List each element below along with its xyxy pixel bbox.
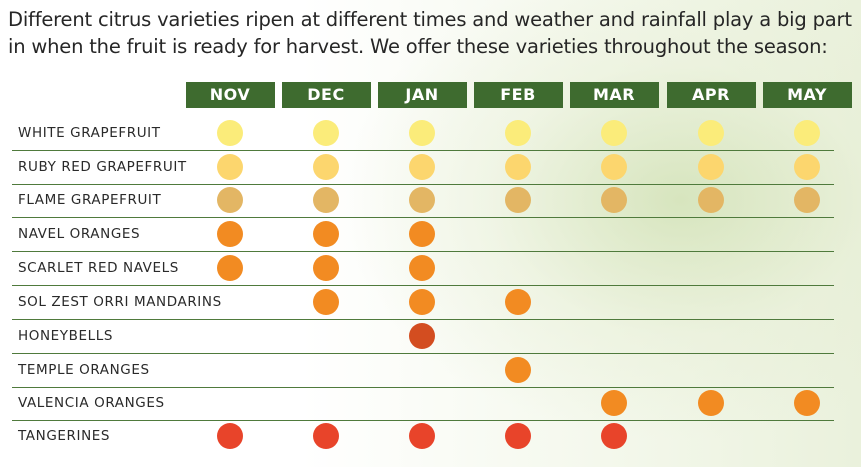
row-divider bbox=[12, 420, 834, 421]
availability-dot bbox=[217, 187, 243, 213]
availability-dot bbox=[217, 120, 243, 146]
availability-dot bbox=[409, 221, 435, 247]
row-divider bbox=[12, 285, 834, 286]
variety-label: TANGERINES bbox=[18, 428, 111, 444]
availability-dot bbox=[601, 154, 627, 180]
intro-text: Different citrus varieties ripen at diff… bbox=[8, 8, 852, 58]
row-divider bbox=[12, 353, 834, 354]
availability-dot bbox=[505, 423, 531, 449]
availability-dot bbox=[698, 390, 724, 416]
availability-dot bbox=[601, 187, 627, 213]
month-header-nov: NOV bbox=[185, 82, 275, 108]
variety-label: TEMPLE ORANGES bbox=[18, 362, 150, 378]
availability-dot bbox=[313, 120, 339, 146]
month-header-dec: DEC bbox=[281, 82, 371, 108]
variety-label: SCARLET RED NAVELS bbox=[18, 260, 179, 276]
availability-dot bbox=[505, 154, 531, 180]
availability-dot bbox=[313, 187, 339, 213]
variety-row: VALENCIA ORANGES bbox=[12, 386, 834, 420]
availability-dot bbox=[409, 255, 435, 281]
availability-dot bbox=[794, 390, 820, 416]
variety-row: RUBY RED GRAPEFRUIT bbox=[12, 150, 834, 184]
variety-row: SCARLET RED NAVELS bbox=[12, 251, 834, 285]
variety-row: HONEYBELLS bbox=[12, 319, 834, 353]
month-header-jan: JAN bbox=[377, 82, 467, 108]
availability-dot bbox=[217, 255, 243, 281]
row-divider bbox=[12, 387, 834, 388]
variety-row: SOL ZEST ORRI MANDARINS bbox=[12, 285, 834, 319]
variety-label: NAVEL ORANGES bbox=[18, 226, 141, 242]
availability-dot bbox=[601, 390, 627, 416]
availability-dot bbox=[217, 221, 243, 247]
availability-dot bbox=[409, 289, 435, 315]
availability-dot bbox=[217, 154, 243, 180]
availability-dot bbox=[505, 357, 531, 383]
availability-dot bbox=[313, 289, 339, 315]
row-divider bbox=[12, 217, 834, 218]
month-header-mar: MAR bbox=[569, 82, 659, 108]
variety-label: FLAME GRAPEFRUIT bbox=[18, 192, 162, 208]
availability-dot bbox=[698, 154, 724, 180]
availability-dot bbox=[794, 120, 820, 146]
row-divider bbox=[12, 251, 834, 252]
availability-dot bbox=[698, 120, 724, 146]
row-divider bbox=[12, 319, 834, 320]
availability-dot bbox=[313, 221, 339, 247]
month-header-feb: FEB bbox=[473, 82, 563, 108]
availability-dot bbox=[409, 323, 435, 349]
variety-row: NAVEL ORANGES bbox=[12, 217, 834, 251]
availability-dot bbox=[601, 120, 627, 146]
availability-dot bbox=[313, 255, 339, 281]
availability-dot bbox=[409, 423, 435, 449]
variety-row: TANGERINES bbox=[12, 419, 834, 453]
variety-label: HONEYBELLS bbox=[18, 328, 114, 344]
availability-dot bbox=[313, 423, 339, 449]
availability-dot bbox=[601, 423, 627, 449]
availability-dot bbox=[505, 120, 531, 146]
availability-dot bbox=[698, 187, 724, 213]
availability-dot bbox=[794, 187, 820, 213]
availability-dot bbox=[409, 120, 435, 146]
variety-row: WHITE GRAPEFRUIT bbox=[12, 116, 834, 150]
month-header-may: MAY bbox=[762, 82, 852, 108]
availability-dot bbox=[313, 154, 339, 180]
availability-dot bbox=[409, 187, 435, 213]
row-divider bbox=[12, 184, 834, 185]
availability-dot bbox=[217, 423, 243, 449]
availability-dot bbox=[794, 154, 820, 180]
variety-row: FLAME GRAPEFRUIT bbox=[12, 183, 834, 217]
row-divider bbox=[12, 150, 834, 151]
month-header-apr: APR bbox=[666, 82, 756, 108]
variety-label: SOL ZEST ORRI MANDARINS bbox=[18, 294, 222, 310]
variety-row: TEMPLE ORANGES bbox=[12, 353, 834, 387]
variety-label: RUBY RED GRAPEFRUIT bbox=[18, 159, 187, 175]
availability-dot bbox=[505, 187, 531, 213]
availability-dot bbox=[505, 289, 531, 315]
variety-label: VALENCIA ORANGES bbox=[18, 395, 165, 411]
availability-dot bbox=[409, 154, 435, 180]
variety-label: WHITE GRAPEFRUIT bbox=[18, 125, 161, 141]
